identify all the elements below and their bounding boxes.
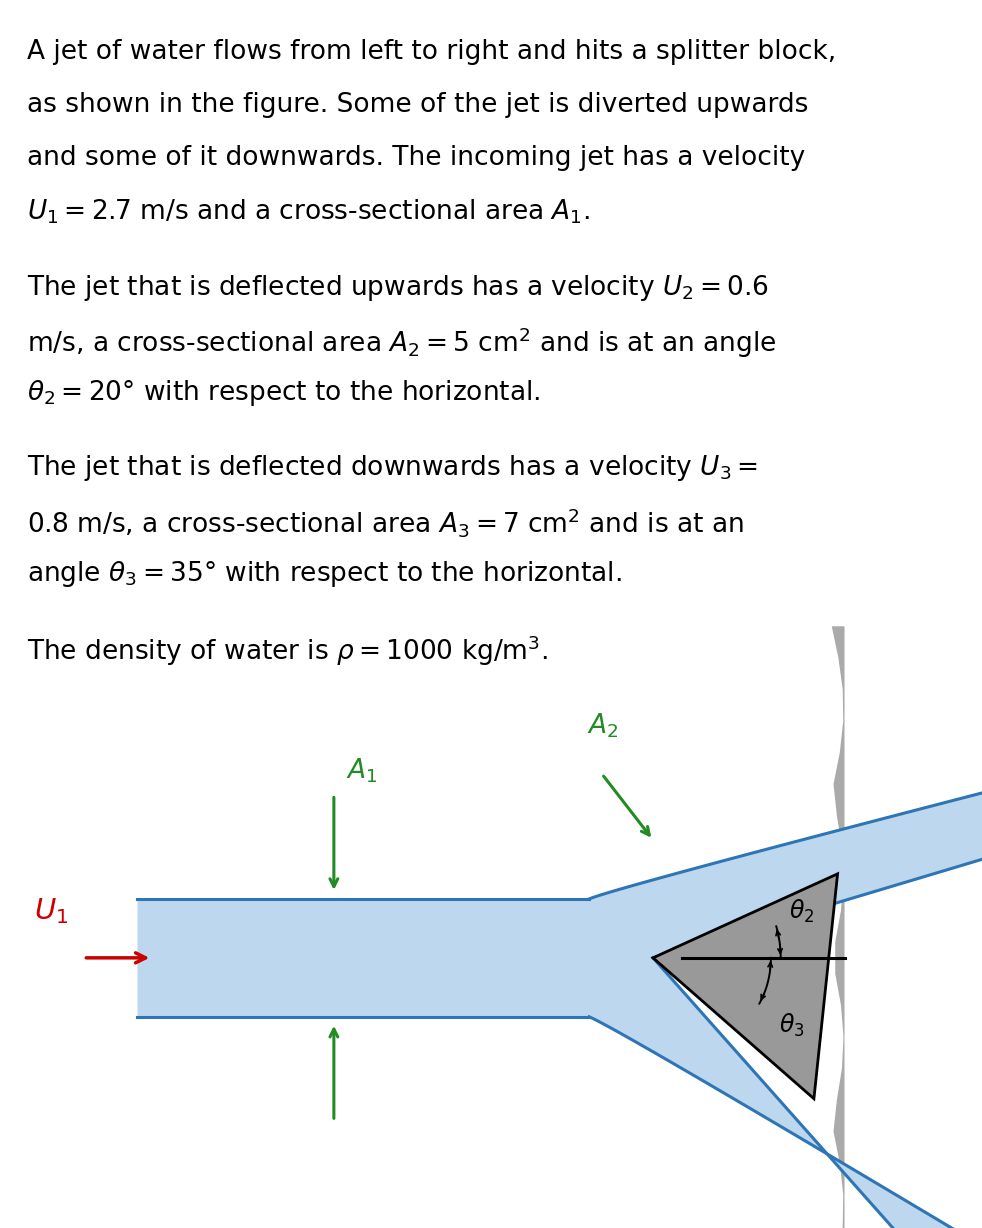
Text: $U_1$: $U_1$	[34, 896, 69, 926]
Text: $U_1 = 2.7$ m/s and a cross-sectional area $A_1$.: $U_1 = 2.7$ m/s and a cross-sectional ar…	[27, 198, 590, 226]
Text: $\theta_2 = 20°$ with respect to the horizontal.: $\theta_2 = 20°$ with respect to the hor…	[27, 378, 541, 408]
Text: The jet that is deflected downwards has a velocity $U_3 =$: The jet that is deflected downwards has …	[27, 453, 758, 483]
Text: The density of water is $\rho =1000$ kg/m$^3$.: The density of water is $\rho =1000$ kg/…	[27, 634, 549, 668]
Text: 0.8 m/s, a cross-sectional area $A_3 = 7$ cm$^2$ and is at an: 0.8 m/s, a cross-sectional area $A_3 = 7…	[27, 506, 744, 539]
Polygon shape	[832, 626, 845, 1228]
Polygon shape	[653, 874, 838, 1099]
Text: $A_2$: $A_2$	[587, 711, 619, 739]
Text: angle $\theta_3 = 35°$ with respect to the horizontal.: angle $\theta_3 = 35°$ with respect to t…	[27, 559, 623, 588]
Text: $\theta_3$: $\theta_3$	[779, 1012, 804, 1039]
Text: m/s, a cross-sectional area $A_2 = 5$ cm$^2$ and is at an angle: m/s, a cross-sectional area $A_2 = 5$ cm…	[27, 325, 777, 360]
Text: The jet that is deflected upwards has a velocity $U_2 = 0.6$: The jet that is deflected upwards has a …	[27, 273, 769, 302]
Text: $\theta_2$: $\theta_2$	[789, 898, 814, 925]
Text: A jet of water flows from left to right and hits a splitter block,: A jet of water flows from left to right …	[27, 39, 837, 65]
Text: $A_1$: $A_1$	[346, 756, 377, 785]
Text: as shown in the figure. Some of the jet is diverted upwards: as shown in the figure. Some of the jet …	[27, 92, 809, 118]
Text: and some of it downwards. The incoming jet has a velocity: and some of it downwards. The incoming j…	[27, 145, 806, 171]
Polygon shape	[137, 774, 982, 1228]
